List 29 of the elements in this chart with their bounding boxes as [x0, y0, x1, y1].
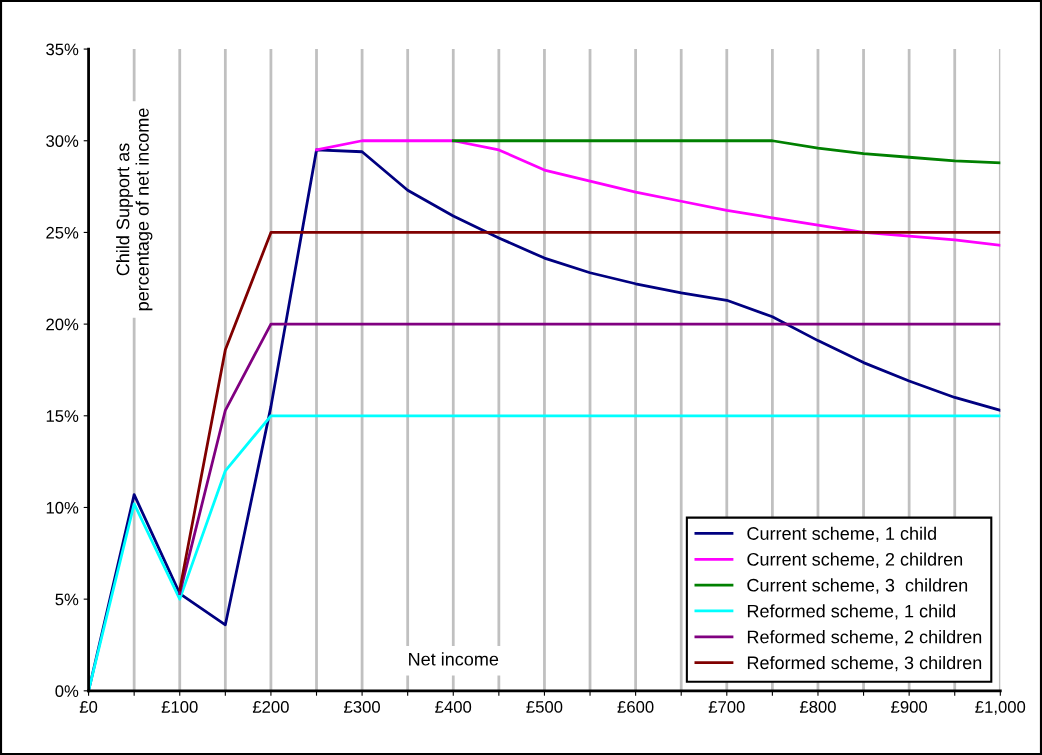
x-tick-label: £800 [799, 700, 836, 713]
y-tick-label: 15% [46, 410, 79, 422]
x-tick-label: £0 [79, 700, 98, 713]
x-tick-label: £900 [891, 700, 928, 713]
y-tick-label: 25% [46, 226, 79, 239]
y-tick-label: 10% [46, 501, 79, 514]
x-tick-label: £700 [708, 700, 745, 713]
y-tick-label: 0% [55, 685, 79, 698]
x-tick-label: £1,000 [975, 700, 1026, 715]
x-tick-label: £200 [252, 700, 289, 713]
x-axis-title: Net income [409, 652, 499, 666]
x-tick-label: £400 [435, 700, 472, 713]
legend-label: Current scheme, 2 children [747, 552, 963, 568]
x-tick-label: £500 [526, 700, 563, 713]
line-series [315, 139, 1001, 247]
x-tick-label: £300 [344, 700, 380, 713]
line-series [451, 139, 1001, 165]
legend-label: Current scheme, 3 children [747, 578, 968, 594]
y-axis-title: Child Support as percentage of net income [116, 108, 153, 311]
x-tick-label: £600 [617, 700, 654, 713]
x-tick-label: £100 [161, 700, 198, 713]
legend-label: Current scheme, 1 child [747, 526, 936, 543]
legend-label: Reformed scheme, 1 child [747, 604, 956, 620]
y-tick-label: 35% [46, 43, 79, 56]
legend-label: Reformed scheme, 3 children [747, 655, 982, 672]
legend-label: Reformed scheme, 2 children [747, 630, 982, 646]
y-tick-label: 30% [46, 135, 79, 147]
y-tick-label: 20% [46, 318, 79, 331]
y-tick-label: 5% [55, 593, 79, 606]
